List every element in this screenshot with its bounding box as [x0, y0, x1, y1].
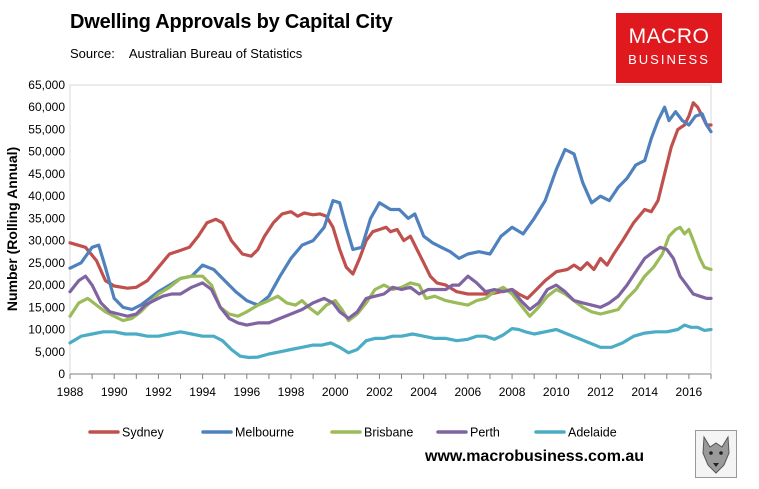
x-tick-label: 2006: [455, 385, 482, 399]
source-label: Source:: [70, 46, 115, 61]
x-tick-label: 2014: [631, 385, 658, 399]
y-tick-label: 40,000: [28, 189, 65, 203]
y-tick-label: 5,000: [35, 345, 65, 359]
y-axis-label: Number (Rolling Annual): [4, 147, 20, 311]
legend: Sydney Melbourne Brisbane Perth Adelaide: [88, 426, 617, 440]
logo-line-1: MACRO: [628, 25, 710, 48]
series-line-melbourne: [68, 105, 713, 312]
series-line-sydney: [68, 101, 713, 300]
y-tick-label: 35,000: [28, 211, 65, 225]
legend-label-sydney: Sydney: [122, 426, 164, 440]
series-line-perth: [68, 245, 713, 327]
y-tick-label: 20,000: [28, 278, 65, 292]
legend-label-perth: Perth: [470, 426, 500, 440]
y-tick-label: 15,000: [28, 300, 65, 314]
x-tick-label: 2004: [410, 385, 437, 399]
site-url: www.macrobusiness.com.au: [425, 448, 645, 465]
y-tick-label: 60,000: [28, 100, 65, 114]
legend-label-brisbane: Brisbane: [364, 426, 413, 440]
source-line: Source: Australian Bureau of Statistics: [70, 46, 302, 61]
x-tick-label: 2010: [543, 385, 570, 399]
y-tick-label: 30,000: [28, 234, 65, 248]
y-tick-label: 65,000: [28, 78, 65, 92]
legend-label-melbourne: Melbourne: [235, 426, 294, 440]
legend-label-adelaide: Adelaide: [568, 426, 617, 440]
y-tick-label: 45,000: [28, 167, 65, 181]
x-axis: 1988 1990 1992 1994 1996 1998 2000 2002 2004 2006…: [57, 373, 712, 399]
source-value: Australian Bureau of Statistics: [128, 46, 303, 61]
chart-title: Dwelling Approvals by Capital City: [70, 11, 393, 33]
y-tick-label: 55,000: [28, 122, 65, 136]
y-tick-label: 25,000: [28, 256, 65, 270]
series-line-brisbane: [68, 225, 713, 323]
x-tick-label: 2008: [499, 385, 526, 399]
y-tick-label: 0: [58, 367, 65, 381]
x-tick-label: 1998: [278, 385, 305, 399]
x-tick-label: 2016: [676, 385, 703, 399]
logo-line-2: BUSINESS: [628, 52, 710, 67]
series-line-adelaide: [68, 323, 713, 360]
x-tick-label: 1994: [189, 385, 216, 399]
x-tick-label: 2012: [587, 385, 614, 399]
series-layer: [68, 101, 713, 360]
y-tick-label: 50,000: [28, 145, 65, 159]
macrobusiness-logo: MACRO BUSINESS: [616, 13, 722, 83]
x-tick-label: 1990: [101, 385, 128, 399]
x-tick-label: 1988: [57, 385, 84, 399]
y-tick-label: 10,000: [28, 323, 65, 337]
x-tick-label: 2002: [366, 385, 393, 399]
x-tick-label: 1992: [145, 385, 172, 399]
wolf-logo-icon: [695, 430, 737, 478]
x-tick-label: 2000: [322, 385, 349, 399]
x-tick-label: 1996: [233, 385, 260, 399]
y-axis: 0 5,000 10,000 15,000 20,000 25,000 30,000 35,0…: [28, 78, 65, 381]
